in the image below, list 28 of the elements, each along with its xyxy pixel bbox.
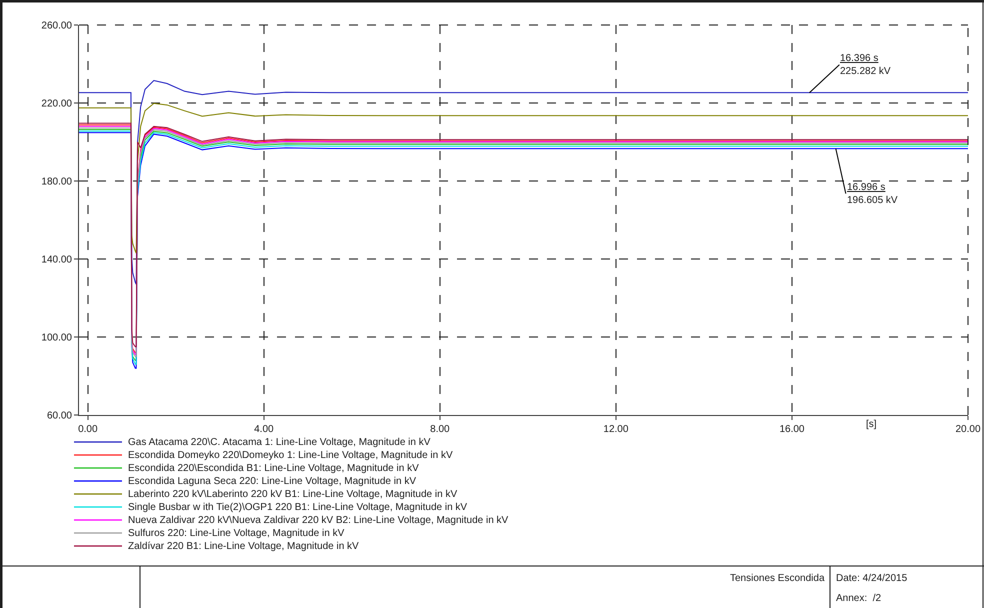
annotation: 16.996 s 196.605 kV bbox=[847, 182, 898, 206]
x-tick-label: 0.00 bbox=[78, 424, 98, 435]
x-tick-label: 20.00 bbox=[955, 424, 981, 435]
legend-label: Escondida Laguna Seca 220: Line-Line Voltage, Magnitude in kV bbox=[128, 476, 416, 487]
x-tick-label: 12.00 bbox=[603, 424, 629, 435]
legend-label: Single Busbar w ith Tie(2)\OGP1 220 B1: Line-Line Voltage, Magnitude in kV bbox=[128, 502, 468, 513]
y-tick-label: 60.00 bbox=[46, 410, 72, 422]
x-tick-label: 4.00 bbox=[254, 424, 274, 435]
legend-label: Gas Atacama 220\C. Atacama 1: Line-Line Voltage, Magnitude in kV bbox=[128, 437, 431, 448]
legend-label: Escondida Domeyko 220\Domeyko 1: Line-Line Voltage, Magnitude in kV bbox=[128, 450, 453, 461]
line-series bbox=[79, 102, 968, 254]
legend-label: Escondida 220\Escondida B1: Line-Line Voltage, Magnitude in kV bbox=[128, 463, 420, 474]
text: Annex: /2 bbox=[836, 593, 882, 604]
y-tick-label: 220.00 bbox=[41, 98, 72, 110]
text: Date: 4/24/2015 bbox=[836, 573, 908, 584]
x-tick-label: 8.00 bbox=[430, 424, 450, 435]
legend-label: Nueva Zaldivar 220 kV\Nueva Zaldivar 220 kV B2: Line-Line Voltage, Magnitude in kV bbox=[128, 515, 509, 526]
x-axis-title: [s] bbox=[866, 419, 877, 430]
text: Tensiones Escondida bbox=[730, 573, 825, 584]
y-tick-label: 260.00 bbox=[41, 20, 72, 32]
y-tick-label: 140.00 bbox=[41, 254, 72, 266]
x-tick-label: 16.00 bbox=[779, 424, 805, 435]
annotation: 16.396 s 225.282 kV bbox=[840, 53, 891, 77]
y-tick-label: 100.00 bbox=[41, 332, 72, 344]
legend-label: Sulfuros 220: Line-Line Voltage, Magnitude in kV bbox=[128, 528, 345, 539]
y-tick-label: 180.00 bbox=[41, 176, 72, 188]
legend-label: Zaldívar 220 B1: Line-Line Voltage, Magnitude in kV bbox=[128, 541, 360, 552]
legend-label: Laberinto 220 kV\Laberinto 220 kV B1: Line-Line Voltage, Magnitude in kV bbox=[128, 489, 458, 500]
